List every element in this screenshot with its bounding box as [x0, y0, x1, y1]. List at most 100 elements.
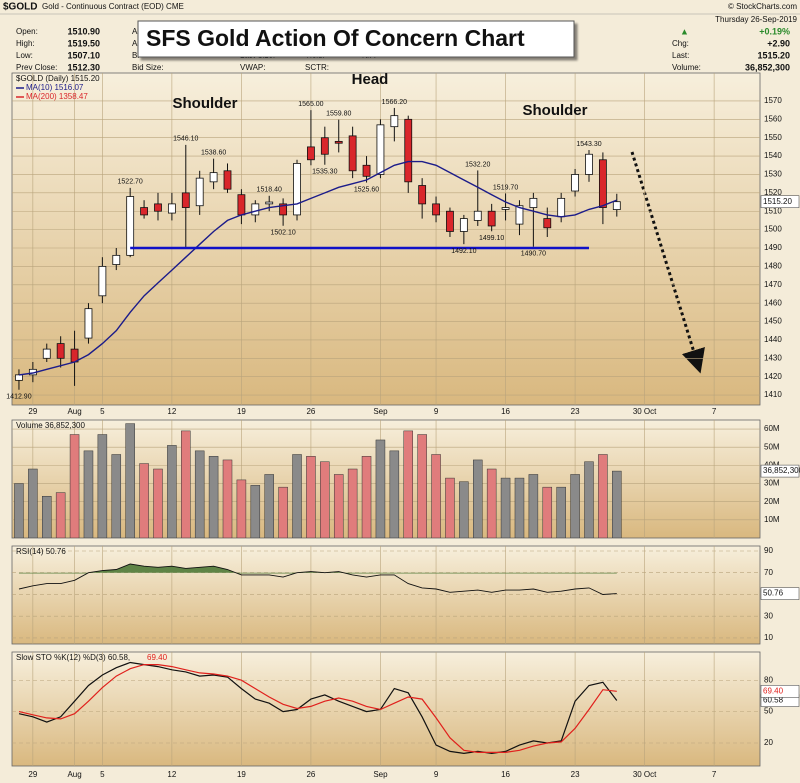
y-tick-label: 90 — [764, 546, 773, 555]
x-tick-label: 12 — [167, 407, 176, 416]
info-extra: Bid Size: — [132, 63, 164, 72]
volume-bar — [167, 445, 177, 538]
chg: +2.90 — [767, 38, 790, 48]
info-extra: As — [132, 39, 141, 48]
info-extra: VWAP: — [240, 63, 265, 72]
y-tick-label: 1550 — [764, 133, 782, 142]
y-tick-label: 1460 — [764, 298, 782, 307]
volume-bar — [612, 470, 622, 538]
rsi-panel — [11, 545, 761, 645]
x-tick-label: Aug — [67, 407, 81, 416]
candle-body — [543, 218, 552, 229]
volume-bar — [181, 430, 191, 538]
x-tick-label: 16 — [501, 407, 510, 416]
volume-bar — [194, 450, 205, 538]
y-tick-label: 1420 — [764, 372, 782, 381]
candle-body — [265, 201, 274, 205]
volume-bar — [473, 459, 483, 538]
x-tick-label: 29 — [28, 407, 37, 416]
volume-bar — [417, 434, 427, 538]
panel-marks — [18, 563, 617, 595]
symbol: $GOLD — [3, 2, 37, 13]
chg-label: Chg: — [672, 39, 689, 48]
y-tick-label: 50 — [764, 707, 773, 716]
price-label: 1525.60 — [354, 186, 379, 193]
candle-body — [446, 210, 454, 232]
sto-line — [18, 664, 617, 753]
last: 1515.20 — [757, 50, 790, 60]
candle-body — [154, 203, 162, 212]
price-label: 1412.90 — [6, 394, 31, 401]
candle-body — [251, 203, 260, 216]
volume-bar — [431, 454, 441, 538]
volume-bar — [222, 459, 233, 538]
y-tick-label: 1500 — [764, 225, 782, 234]
candle-body — [293, 163, 301, 216]
ma-line — [18, 160, 618, 376]
volume-bar — [486, 468, 497, 538]
y-tick-label: 1520 — [764, 188, 782, 197]
volume-bar — [361, 456, 372, 538]
value-tag-label: 1515.20 — [763, 197, 792, 206]
y-tick-label: 1570 — [764, 96, 782, 105]
date: Thursday 26-Sep-2019 — [715, 15, 797, 24]
price-label: 1546.10 — [173, 136, 198, 143]
y-tick-label: 1530 — [764, 170, 782, 179]
sto-line — [18, 661, 618, 755]
volume-bar — [97, 434, 108, 538]
y-tick-label: 1470 — [764, 280, 782, 289]
x-tick-label: 29 — [28, 770, 37, 779]
candle-body — [98, 265, 107, 297]
x-tick-label: 19 — [237, 407, 246, 416]
y-tick-label: 1410 — [764, 390, 782, 399]
candle-body — [487, 210, 496, 227]
candle-body — [84, 308, 93, 339]
legend: Volume 36,852,300 — [16, 421, 85, 430]
x-tick-label: 23 — [571, 407, 580, 416]
volume-bar — [111, 454, 122, 538]
info-extra: SCTR: — [305, 63, 329, 72]
volume-bar — [347, 468, 358, 538]
y-tick-label: 1450 — [764, 317, 782, 326]
value-tag-label: 36,852,300 — [763, 466, 800, 475]
info-value: 1519.50 — [67, 38, 100, 48]
info-label: Open: — [16, 27, 38, 36]
y-tick-label: 1510 — [764, 206, 782, 215]
volume-bar — [598, 454, 608, 538]
volume-bar — [500, 477, 511, 538]
candle-body — [612, 201, 621, 210]
candle-body — [279, 203, 288, 216]
price-label: 1502.10 — [270, 230, 295, 237]
volume-bar — [556, 486, 566, 538]
info-value: 1510.90 — [67, 26, 100, 36]
change-pct: +0.19% — [759, 26, 790, 36]
panel-marks — [14, 423, 622, 538]
volume-bar — [139, 463, 149, 538]
legend: 69.40 — [147, 653, 168, 662]
candle-body — [557, 197, 566, 218]
x-tick-label: 5 — [100, 770, 105, 779]
price-label: 1499.10 — [479, 235, 504, 242]
y-tick-label: 30 — [764, 611, 773, 620]
x-tick-label: 30 Oct — [633, 770, 657, 779]
x-tick-label: 26 — [306, 407, 315, 416]
volume-bar — [333, 474, 344, 538]
volume-bar — [445, 477, 455, 538]
candle-body — [42, 348, 51, 359]
candle-body — [376, 124, 385, 175]
info-extra: Bi — [132, 51, 139, 60]
panel-marks — [15, 107, 621, 390]
volume-bar — [459, 481, 469, 538]
volume-bar — [306, 456, 316, 538]
price-label: 1535.30 — [312, 169, 337, 176]
price-panel — [11, 72, 761, 406]
y-tick-label: 10 — [764, 633, 773, 642]
volume-bar — [528, 474, 539, 538]
x-tick-label: Sep — [373, 770, 388, 779]
y-tick-label: 50M — [764, 442, 780, 451]
price-label: 1543.30 — [576, 141, 601, 148]
volume-bar — [28, 468, 38, 538]
y-tick-label: 60M — [764, 424, 780, 433]
price-label: 1518.40 — [257, 187, 282, 194]
candle-body — [473, 210, 482, 221]
